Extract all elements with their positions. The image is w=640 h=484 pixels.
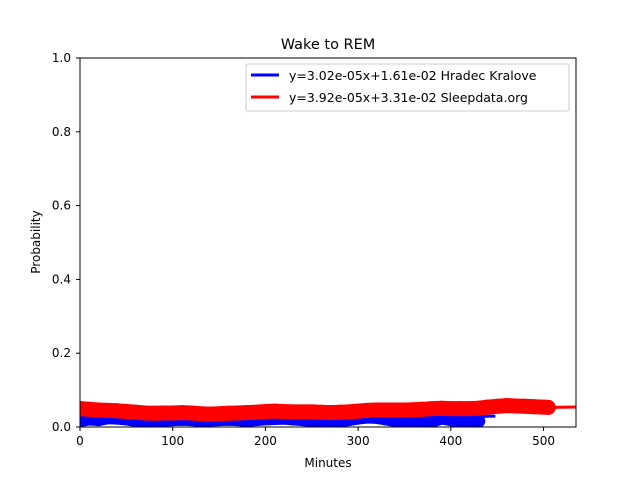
y-tick-label: 0.8 [52, 125, 71, 139]
x-tick-label: 300 [347, 434, 370, 448]
legend-label-hradec-kralove: y=3.02e-05x+1.61e-02 Hradec Kralove [289, 68, 537, 83]
x-tick-label: 500 [532, 434, 555, 448]
legend-box [245, 63, 570, 112]
plot-area [80, 398, 576, 427]
y-axis-label: Probability [29, 210, 43, 273]
chart-title: Wake to REM [281, 37, 376, 53]
legend: y=3.02e-05x+1.61e-02 Hradec Kralove y=3.… [245, 63, 570, 112]
legend-label-sleepdata: y=3.92e-05x+3.31e-02 Sleepdata.org [289, 90, 528, 105]
x-tick-label: 100 [161, 434, 184, 448]
y-tick-label: 0.2 [52, 346, 71, 360]
x-tick-label: 0 [76, 434, 84, 448]
x-axis-label: Minutes [304, 456, 351, 470]
plot-frame [79, 57, 577, 428]
y-tick-label: 1.0 [52, 51, 71, 65]
y-tick-label: 0.6 [52, 199, 71, 213]
y-tick-label: 0.4 [52, 272, 71, 286]
x-tick-label: 200 [254, 434, 277, 448]
y-axis: 0.0 0.2 0.4 0.6 0.8 1.0 [52, 51, 80, 434]
x-axis: 0 100 200 300 400 500 [76, 427, 555, 448]
x-tick-label: 400 [439, 434, 462, 448]
fit-line-sleepdata [80, 405, 576, 417]
series-layer [80, 398, 576, 427]
y-tick-label: 0.0 [52, 420, 71, 434]
